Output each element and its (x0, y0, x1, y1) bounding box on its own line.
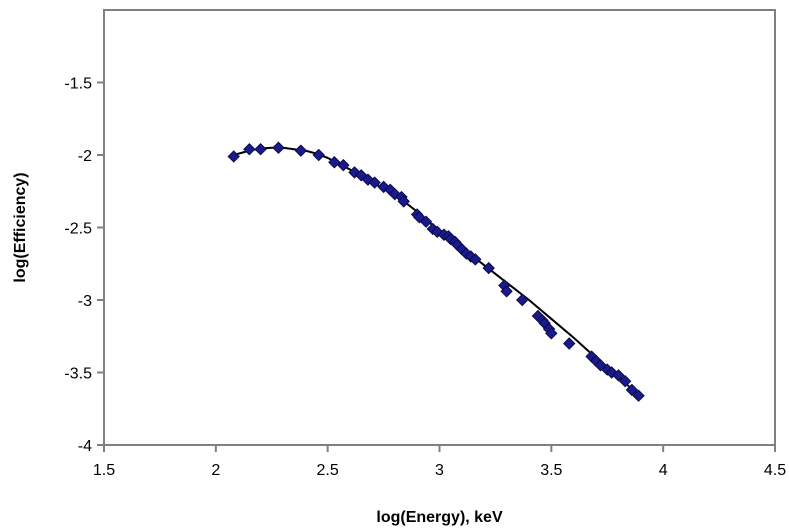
y-tick-label: -3.5 (64, 366, 92, 383)
data-point (545, 327, 558, 340)
data-point (243, 142, 256, 156)
data-point (618, 374, 632, 388)
fit-curve (233, 146, 642, 398)
y-tick-label: -2.5 (64, 221, 92, 238)
x-tick-label: 4 (659, 462, 668, 479)
x-axis-ticks: 1.5 2 2.5 3 3.5 4 4.5 (93, 445, 786, 479)
plot-area-frame (103, 9, 776, 446)
x-axis-title: log(Energy), keV (376, 509, 503, 526)
x-tick-label: 3 (435, 462, 444, 479)
data-point (612, 369, 625, 382)
data-point (500, 285, 513, 298)
y-tick-label: -1.5 (64, 76, 92, 93)
y-axis-title: log(Efficiency) (12, 172, 29, 282)
data-point (397, 195, 410, 208)
data-point (368, 176, 381, 189)
data-points (227, 141, 645, 402)
data-point (272, 141, 285, 154)
data-point (625, 383, 639, 397)
data-point (294, 144, 308, 157)
x-tick-label: 2.5 (317, 462, 339, 479)
x-tick-label: 3.5 (540, 462, 562, 479)
data-point (312, 148, 325, 162)
data-point (482, 261, 495, 275)
data-point (516, 293, 529, 307)
data-point (254, 142, 267, 156)
y-tick-label: -2 (78, 148, 92, 165)
data-point (227, 150, 240, 163)
y-tick-label: -4 (78, 438, 92, 455)
data-point (337, 158, 350, 172)
x-tick-label: 2 (211, 462, 220, 479)
data-point (469, 253, 482, 266)
y-axis-ticks: -4 -3.5 -3 -2.5 -2 -1.5 (64, 76, 104, 455)
x-tick-label: 4.5 (764, 462, 786, 479)
data-point (419, 215, 433, 228)
data-point (563, 337, 576, 350)
y-tick-label: -3 (78, 293, 92, 310)
data-point (632, 389, 645, 402)
data-point (328, 156, 341, 169)
x-tick-label: 1.5 (93, 462, 115, 479)
